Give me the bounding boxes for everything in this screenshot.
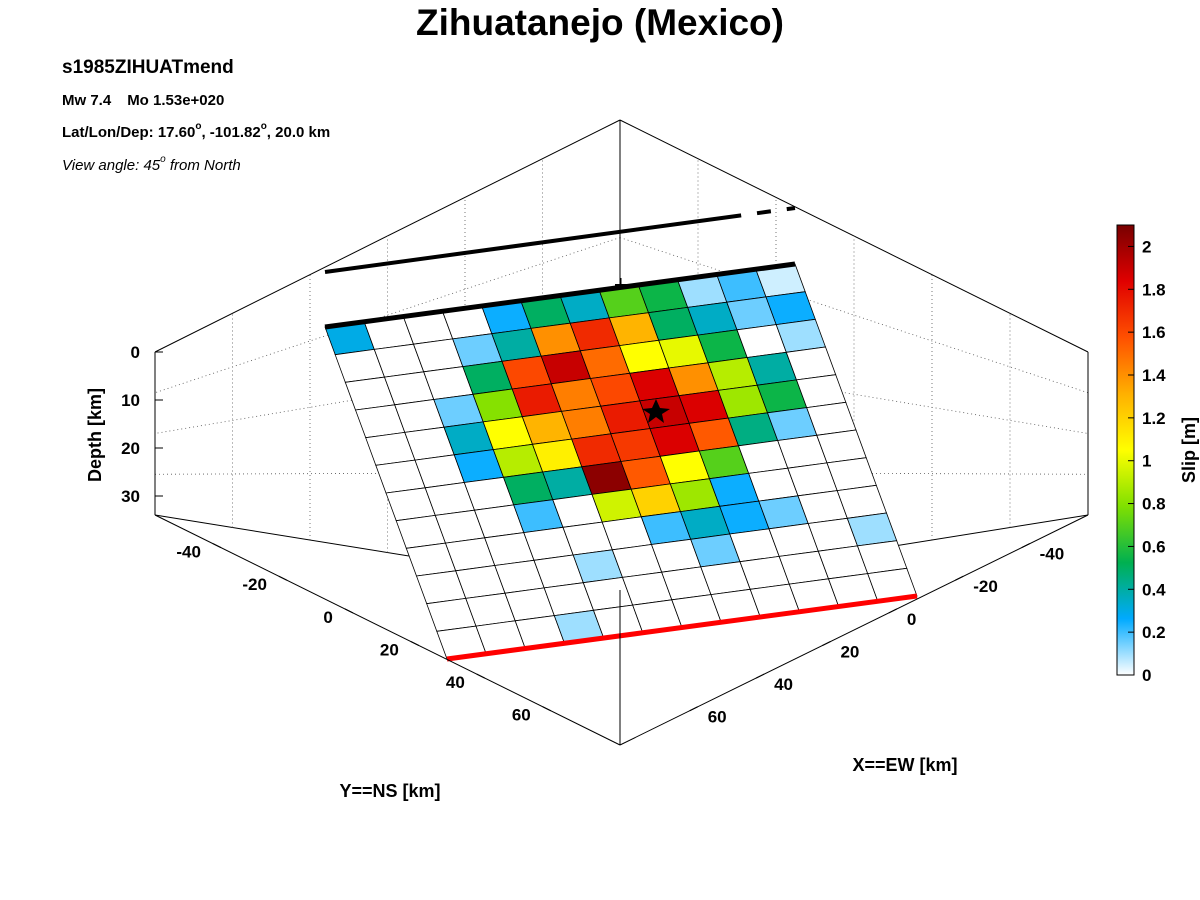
seismic-moment: Mo 1.53e+020 — [127, 92, 225, 109]
colorbar-tick-label: 1.6 — [1142, 323, 1166, 342]
y-tick — [410, 641, 420, 646]
z-axis-label: Depth [km] — [85, 388, 105, 482]
x-tick-label: -40 — [1040, 545, 1065, 564]
moment-magnitude: Mw 7.4 — [62, 92, 112, 109]
grid-line — [154, 354, 621, 434]
x-axis-label: X==EW [km] — [852, 755, 957, 775]
colorbar-tick-label: 0.8 — [1142, 495, 1166, 514]
y-tick-label: 40 — [446, 673, 465, 692]
fault-bottom-edge — [446, 593, 918, 662]
colorbar-tick-label: 1.8 — [1142, 280, 1166, 299]
z-tick-label: 0 — [131, 343, 140, 362]
x-tick — [888, 608, 898, 614]
x-tick-label: 0 — [907, 610, 916, 629]
z-tick-label: 10 — [121, 391, 140, 410]
grid-line — [154, 237, 621, 394]
longitude-text: , -101.82 — [201, 124, 261, 141]
x-tick — [1021, 543, 1030, 549]
degree-mark: o — [160, 154, 166, 165]
x-tick — [822, 641, 831, 646]
colorbar-ticks: 0 0.2 0.4 0.6 0.8 1 1.2 1.4 1.6 1.8 2 — [1128, 237, 1166, 685]
colorbar-tick-label: 2 — [1142, 237, 1151, 256]
colorbar-tick-label: 0 — [1142, 666, 1151, 685]
tick-labels: -40 -20 0 20 40 60 -40 -20 0 20 40 60 0 10 20 30 — [121, 343, 1064, 727]
x-tick-label: -20 — [973, 577, 998, 596]
colorbar-tick-label: 1 — [1142, 452, 1151, 471]
location-info: Lat/Lon/Dep: 17.60o, -101.82o, 20.0 km — [62, 121, 331, 141]
depth-text: , 20.0 km — [266, 124, 331, 141]
latitude-text: Lat/Lon/Dep: 17.60 — [62, 124, 196, 141]
view-angle: View angle: 45o from North — [62, 154, 241, 174]
x-tick-label: 40 — [774, 675, 793, 694]
chart-title: Zihuatanejo (Mexico) — [416, 2, 784, 43]
fault-top-edge — [324, 261, 796, 330]
y-tick — [212, 543, 222, 549]
axis-ticks — [155, 351, 1030, 712]
y-tick-label: 60 — [512, 706, 531, 725]
z-tick-label: 30 — [121, 487, 140, 506]
colorbar-label: Slip [m] — [1179, 417, 1199, 483]
z-tick-label: 20 — [121, 439, 140, 458]
colorbar-tick-label: 0.2 — [1142, 623, 1166, 642]
degree-mark: o — [260, 121, 267, 132]
fault-plane-grid — [324, 263, 918, 660]
degree-mark: o — [195, 121, 202, 132]
colorbar — [1116, 224, 1135, 676]
y-tick-label: 0 — [323, 608, 332, 627]
colorbar-tick-label: 1.2 — [1142, 409, 1166, 428]
y-tick — [344, 608, 354, 614]
y-tick-label: -40 — [176, 543, 201, 562]
y-tick — [476, 673, 486, 679]
event-name: s1985ZIHUATmend — [62, 57, 234, 78]
y-tick-label: 20 — [380, 640, 399, 659]
y-tick — [542, 706, 551, 712]
magnitude-info: Mw 7.4 Mo 1.53e+020 — [62, 92, 224, 109]
y-tick-label: -20 — [242, 575, 267, 594]
colorbar-tick-label: 0.6 — [1142, 537, 1166, 556]
view-angle-text: View angle: 45 — [62, 157, 161, 174]
colorbar-tick-label: 1.4 — [1142, 366, 1166, 385]
view-angle-suffix: from North — [165, 157, 241, 174]
axes-box-front — [154, 352, 1089, 746]
x-tick — [755, 673, 765, 679]
y-tick — [278, 575, 288, 581]
x-tick — [955, 575, 964, 581]
hypocenter-star-icon — [642, 399, 670, 423]
x-tick — [689, 706, 698, 712]
colorbar-tick-label: 0.4 — [1142, 580, 1166, 599]
y-axis-label: Y==NS [km] — [339, 781, 440, 801]
x-tick-label: 20 — [840, 642, 859, 661]
x-tick-label: 60 — [708, 708, 727, 727]
